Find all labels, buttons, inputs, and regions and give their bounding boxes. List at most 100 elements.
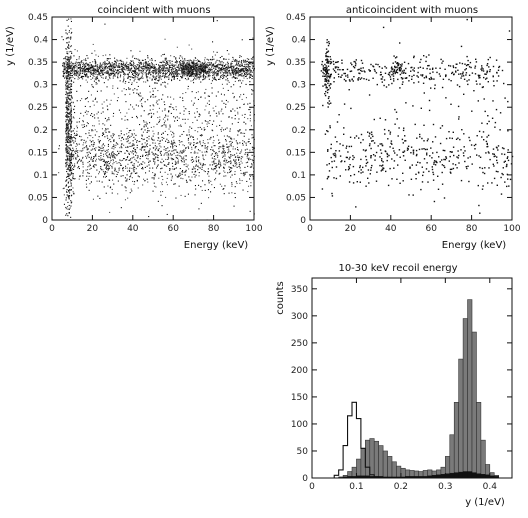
scatter-point xyxy=(199,150,201,152)
scatter-point xyxy=(69,189,71,191)
scatter-point xyxy=(99,73,101,75)
scatter-point xyxy=(133,62,135,64)
scatter-point xyxy=(114,69,116,71)
scatter-point xyxy=(432,67,434,69)
scatter-point xyxy=(197,131,199,133)
scatter-point xyxy=(67,181,69,183)
scatter-point xyxy=(219,70,221,72)
scatter-point xyxy=(155,63,157,65)
scatter-point xyxy=(92,77,94,79)
scatter-point xyxy=(231,60,233,62)
scatter-point xyxy=(67,82,69,84)
scatter-point xyxy=(66,95,68,97)
scatter-point xyxy=(225,69,227,71)
scatter-point xyxy=(86,152,88,154)
scatter-point xyxy=(69,58,71,60)
scatter-point xyxy=(84,75,86,77)
scatter-point xyxy=(90,71,92,73)
scatter-point xyxy=(70,38,72,40)
scatter-point xyxy=(171,177,173,179)
scatter-point xyxy=(67,63,69,65)
scatter-point xyxy=(166,72,168,74)
scatter-point xyxy=(220,130,222,132)
scatter-point xyxy=(242,75,244,77)
scatter-point xyxy=(104,160,106,162)
scatter-point xyxy=(249,111,251,113)
scatter-point xyxy=(122,69,124,71)
scatter-point xyxy=(87,64,89,66)
scatter-point xyxy=(180,77,182,79)
scatter-point xyxy=(67,68,69,70)
scatter-point xyxy=(206,150,208,152)
scatter-point xyxy=(153,177,155,179)
scatter-point xyxy=(175,70,177,72)
scatter-point xyxy=(245,129,247,131)
scatter-point xyxy=(475,80,477,82)
scatter-point xyxy=(231,63,233,65)
scatter-point xyxy=(225,140,227,142)
scatter-point xyxy=(240,56,242,58)
scatter-point xyxy=(251,71,253,73)
scatter-point xyxy=(66,134,68,136)
scatter-point xyxy=(197,91,199,93)
scatter-point xyxy=(243,93,245,95)
scatter-point xyxy=(237,73,239,75)
scatter-point xyxy=(65,91,67,93)
scatter-point xyxy=(252,65,254,67)
scatter-point xyxy=(89,183,91,185)
scatter-point xyxy=(136,92,138,94)
scatter-point xyxy=(71,152,73,154)
scatter-point xyxy=(231,185,233,187)
scatter-point xyxy=(211,92,213,94)
scatter-point xyxy=(132,89,134,91)
scatter-point xyxy=(228,116,230,118)
scatter-point xyxy=(139,158,141,160)
scatter-point xyxy=(212,169,214,171)
scatter-point xyxy=(122,175,124,177)
scatter-point xyxy=(243,61,245,63)
scatter-point xyxy=(201,122,203,124)
scatter-point xyxy=(82,126,84,128)
scatter-point xyxy=(69,164,71,166)
scatter-point xyxy=(208,122,210,124)
scatter-point xyxy=(250,73,252,75)
scatter-point xyxy=(106,168,108,170)
scatter-point xyxy=(67,58,69,60)
scatter-point xyxy=(221,108,223,110)
scatter-point xyxy=(190,159,192,161)
scatter-point xyxy=(96,169,98,171)
scatter-point xyxy=(197,67,199,69)
scatter-point xyxy=(120,175,122,177)
scatter-point xyxy=(127,197,129,199)
scatter-point xyxy=(69,169,71,171)
scatter-point xyxy=(245,162,247,164)
scatter-point xyxy=(209,164,211,166)
scatter-point xyxy=(82,163,84,165)
scatter-point xyxy=(75,65,77,67)
scatter-point xyxy=(124,177,126,179)
scatter-point xyxy=(208,63,210,65)
scatter-point xyxy=(210,149,212,151)
scatter-point xyxy=(408,80,410,82)
scatter-point xyxy=(134,75,136,77)
scatter-point xyxy=(71,137,73,139)
scatter-point xyxy=(68,154,70,156)
scatter-point xyxy=(67,42,69,44)
scatter-point xyxy=(238,71,240,73)
scatter-point xyxy=(69,92,71,94)
scatter-point xyxy=(67,60,69,62)
scatter-point xyxy=(214,179,216,181)
scatter-point xyxy=(110,67,112,69)
scatter-point xyxy=(100,112,102,114)
scatter-point xyxy=(168,77,170,79)
scatter-point xyxy=(202,154,204,156)
scatter-point xyxy=(222,78,224,80)
scatter-point xyxy=(324,67,326,69)
scatter-point xyxy=(70,117,72,119)
scatter-point xyxy=(238,130,240,132)
scatter-point xyxy=(181,76,183,78)
scatter-point xyxy=(142,77,144,79)
scatter-point xyxy=(72,153,74,155)
scatter-point xyxy=(173,168,175,170)
scatter-point xyxy=(115,144,117,146)
